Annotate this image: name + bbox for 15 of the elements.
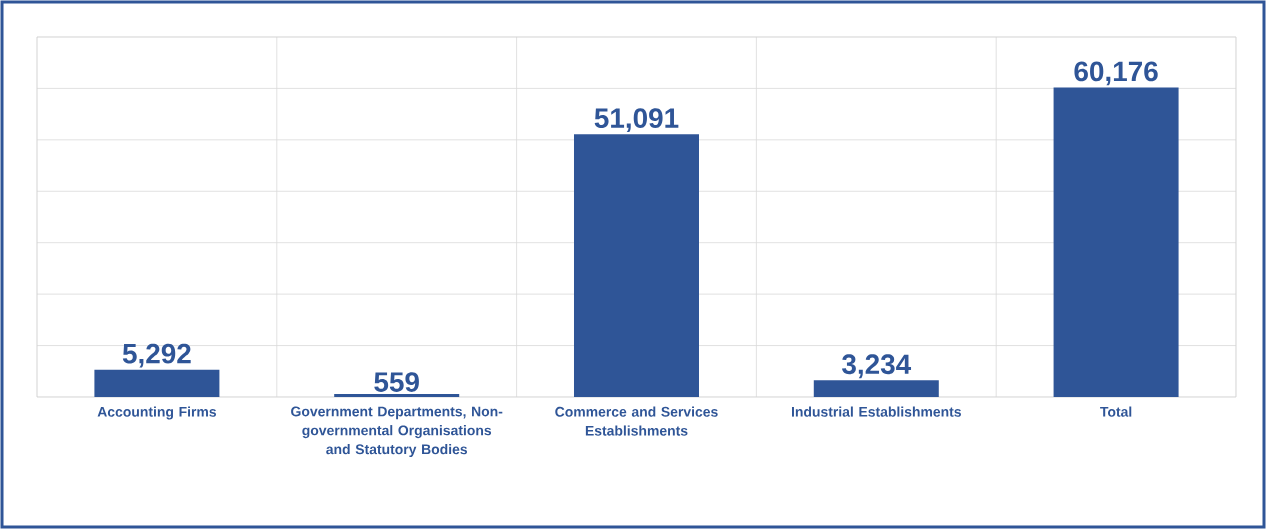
data-label: 3,234 xyxy=(842,354,912,379)
data-label: 60,176 xyxy=(1074,61,1158,86)
x-tick-label: Industrial Establishments xyxy=(791,406,961,417)
bar xyxy=(94,369,220,397)
bar xyxy=(334,394,460,397)
x-tick-label: Total xyxy=(1100,406,1132,417)
bar xyxy=(813,380,939,397)
data-label: 51,091 xyxy=(594,108,679,133)
x-tick-label: Commerce and Services Establishments xyxy=(555,406,718,436)
bar xyxy=(573,134,699,397)
data-label: 5,292 xyxy=(122,343,191,368)
x-tick-label: Government Departments, Non-governmental Organisations and Statutory Bodies xyxy=(291,406,503,457)
x-tick-label: Accounting Firms xyxy=(97,406,217,420)
bar xyxy=(1053,87,1179,397)
data-label: 559 xyxy=(374,372,419,392)
